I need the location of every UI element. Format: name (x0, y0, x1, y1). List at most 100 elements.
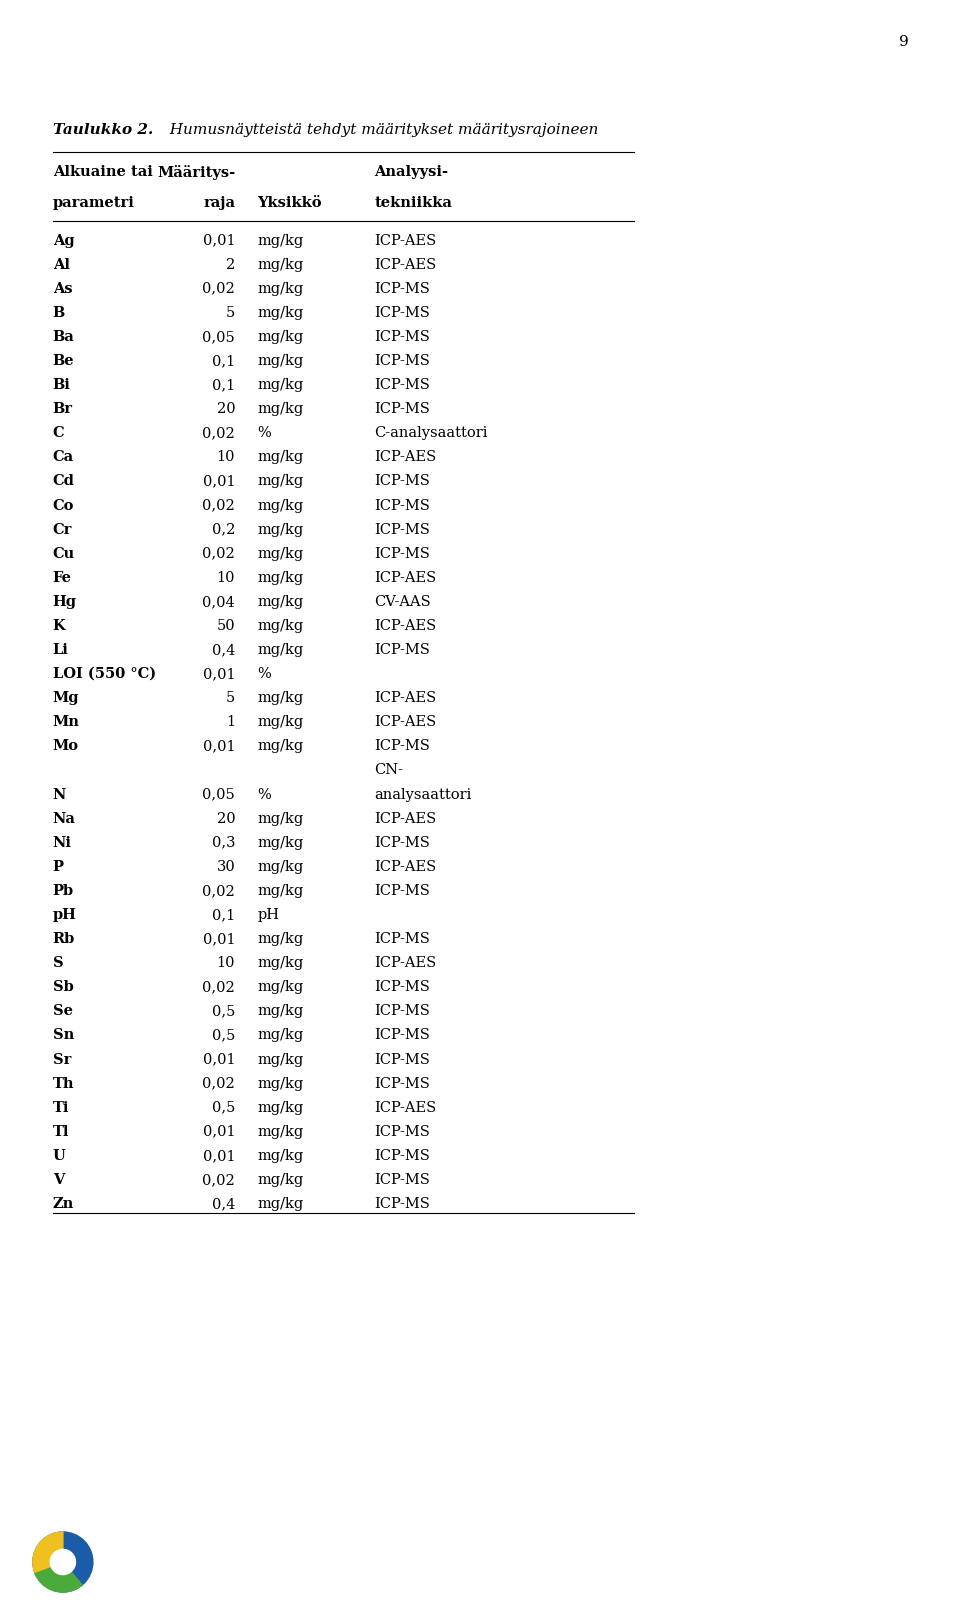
Text: mg/kg: mg/kg (257, 258, 303, 271)
Text: ICP-MS: ICP-MS (374, 1173, 430, 1187)
Text: 0,4: 0,4 (212, 642, 235, 657)
Text: ICP-MS: ICP-MS (374, 1053, 430, 1067)
Text: mg/kg: mg/kg (257, 498, 303, 513)
Text: mg/kg: mg/kg (257, 860, 303, 874)
Text: Sr: Sr (53, 1053, 71, 1067)
Text: ICP-MS: ICP-MS (374, 1028, 430, 1043)
Text: 0,02: 0,02 (203, 498, 235, 513)
Text: mg/kg: mg/kg (257, 620, 303, 633)
Text: mg/kg: mg/kg (257, 1173, 303, 1187)
Text: 2: 2 (226, 258, 235, 271)
Text: ICP-MS: ICP-MS (374, 642, 430, 657)
Text: 10: 10 (217, 571, 235, 586)
Text: Fe: Fe (53, 571, 72, 586)
Text: ICP-MS: ICP-MS (374, 522, 430, 537)
Text: ICP-AES: ICP-AES (374, 715, 437, 730)
Text: Pb: Pb (53, 884, 74, 899)
Text: K: K (53, 620, 65, 633)
Text: Mo: Mo (53, 740, 79, 753)
Text: N: N (53, 788, 66, 801)
Text: Li: Li (53, 642, 69, 657)
Text: 9: 9 (900, 34, 909, 49)
Text: Sb: Sb (53, 980, 74, 994)
Text: mg/kg: mg/kg (257, 811, 303, 826)
Text: ICP-MS: ICP-MS (374, 547, 430, 561)
Text: mg/kg: mg/kg (257, 1004, 303, 1019)
Text: 50: 50 (217, 620, 235, 633)
Text: mg/kg: mg/kg (257, 1028, 303, 1043)
Text: ICP-AES: ICP-AES (374, 1101, 437, 1114)
Text: C-analysaattori: C-analysaattori (374, 427, 488, 440)
Text: 0,02: 0,02 (203, 427, 235, 440)
Text: ICP-MS: ICP-MS (374, 884, 430, 899)
Text: ICP-AES: ICP-AES (374, 957, 437, 970)
Text: ICP-MS: ICP-MS (374, 378, 430, 393)
Text: ICP-MS: ICP-MS (374, 402, 430, 417)
Text: ICP-MS: ICP-MS (374, 1197, 430, 1212)
Text: Ni: Ni (53, 835, 72, 850)
Text: As: As (53, 282, 72, 295)
Text: mg/kg: mg/kg (257, 475, 303, 488)
Text: 0,02: 0,02 (203, 282, 235, 295)
Text: S: S (53, 957, 63, 970)
Text: ICP-MS: ICP-MS (374, 307, 430, 320)
Text: ICP-AES: ICP-AES (374, 691, 437, 706)
Text: mg/kg: mg/kg (257, 957, 303, 970)
Text: Yksikkö: Yksikkö (257, 196, 322, 211)
Text: pH: pH (257, 908, 279, 921)
Text: Bi: Bi (53, 378, 71, 393)
Text: ICP-AES: ICP-AES (374, 860, 437, 874)
Text: Tl: Tl (53, 1124, 69, 1139)
Text: analysaattori: analysaattori (374, 788, 471, 801)
Text: V: V (53, 1173, 64, 1187)
Text: Cu: Cu (53, 547, 75, 561)
Text: Hg: Hg (53, 595, 77, 608)
Text: 0,05: 0,05 (203, 788, 235, 801)
Text: mg/kg: mg/kg (257, 1124, 303, 1139)
Text: 5: 5 (226, 307, 235, 320)
Text: Na: Na (53, 811, 76, 826)
Text: 0,01: 0,01 (203, 1053, 235, 1067)
Text: mg/kg: mg/kg (257, 571, 303, 586)
Text: %: % (257, 667, 271, 681)
Text: 1: 1 (226, 715, 235, 730)
Text: Ca: Ca (53, 451, 74, 464)
Text: Ti: Ti (53, 1101, 69, 1114)
Text: 20: 20 (217, 402, 235, 417)
Text: 0,01: 0,01 (203, 1148, 235, 1163)
Text: mg/kg: mg/kg (257, 740, 303, 753)
Text: 0,4: 0,4 (212, 1197, 235, 1212)
Text: 0,2: 0,2 (212, 522, 235, 537)
Text: ICP-MS: ICP-MS (374, 1004, 430, 1019)
Text: ICP-AES: ICP-AES (374, 258, 437, 271)
Text: ICP-MS: ICP-MS (374, 1077, 430, 1090)
Text: Mn: Mn (53, 715, 80, 730)
Text: 0,02: 0,02 (203, 980, 235, 994)
Text: mg/kg: mg/kg (257, 354, 303, 368)
Text: Cd: Cd (53, 475, 75, 488)
Text: Analyysi-: Analyysi- (374, 165, 448, 180)
Text: 0,02: 0,02 (203, 884, 235, 899)
Text: ICP-MS: ICP-MS (374, 980, 430, 994)
Text: mg/kg: mg/kg (257, 980, 303, 994)
Text: 20: 20 (217, 811, 235, 826)
Text: mg/kg: mg/kg (257, 1197, 303, 1212)
Text: B: B (53, 307, 65, 320)
Text: CV-AAS: CV-AAS (374, 595, 431, 608)
Text: Mg: Mg (53, 691, 80, 706)
Text: mg/kg: mg/kg (257, 378, 303, 393)
Text: Zn: Zn (53, 1197, 74, 1212)
Circle shape (50, 1549, 76, 1575)
Text: ICP-AES: ICP-AES (374, 620, 437, 633)
Circle shape (33, 1533, 93, 1591)
Text: mg/kg: mg/kg (257, 642, 303, 657)
Text: Se: Se (53, 1004, 73, 1019)
Text: mg/kg: mg/kg (257, 402, 303, 417)
Text: Al: Al (53, 258, 70, 271)
Text: mg/kg: mg/kg (257, 835, 303, 850)
Text: CN-: CN- (374, 764, 403, 777)
Text: mg/kg: mg/kg (257, 307, 303, 320)
Text: mg/kg: mg/kg (257, 691, 303, 706)
Wedge shape (35, 1562, 83, 1591)
Text: ICP-MS: ICP-MS (374, 498, 430, 513)
